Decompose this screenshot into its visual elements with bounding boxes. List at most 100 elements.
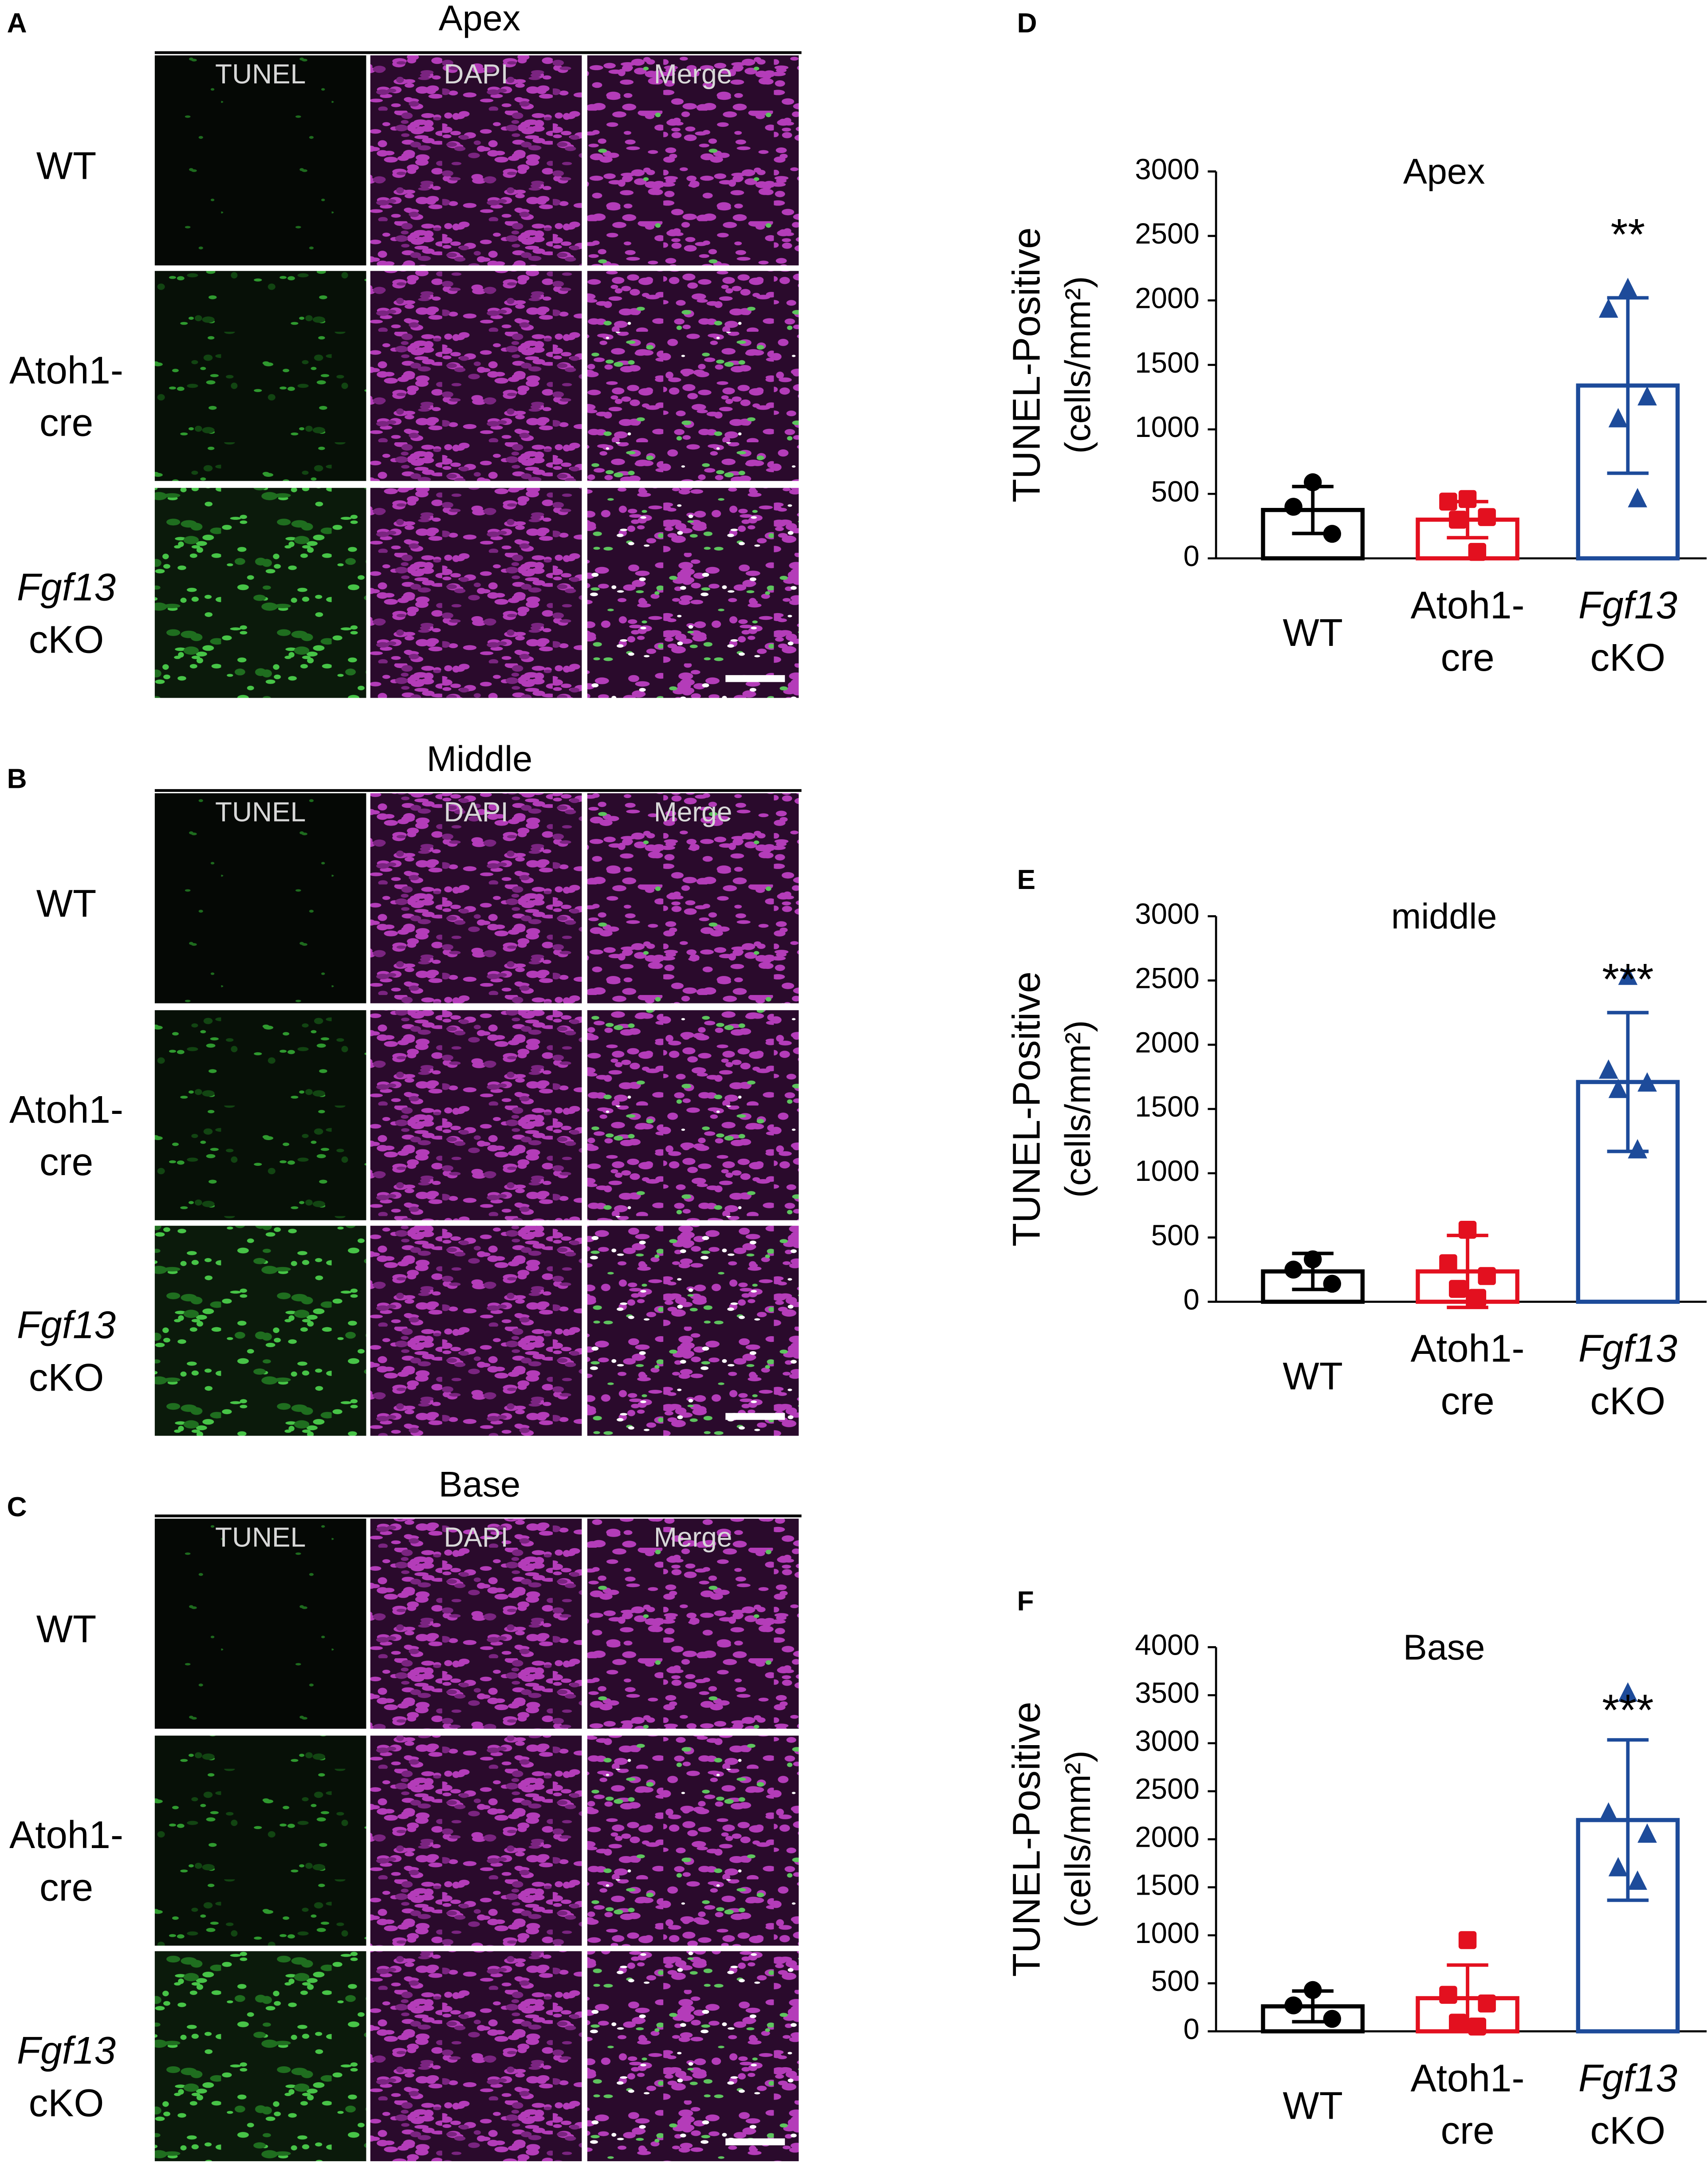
y-tick-label: 1500 bbox=[1135, 346, 1200, 379]
panel-title: Apex bbox=[439, 0, 521, 38]
data-point bbox=[1618, 1682, 1638, 1702]
y-tick-label: 500 bbox=[1151, 1219, 1200, 1251]
y-tick-label: 0 bbox=[1183, 2013, 1199, 2045]
significance: ** bbox=[1611, 210, 1645, 259]
micrograph bbox=[370, 1735, 582, 1946]
significance: *** bbox=[1602, 955, 1653, 1004]
y-axis-label: TUNEL-Positive bbox=[1005, 227, 1048, 502]
column-label: DAPI bbox=[444, 59, 508, 90]
micrograph bbox=[587, 488, 799, 698]
data-point bbox=[1637, 1072, 1657, 1092]
y-tick-label: 1000 bbox=[1135, 411, 1200, 443]
row-label: Atoh1- bbox=[9, 1088, 123, 1131]
y-tick-label: 3000 bbox=[1135, 1725, 1200, 1757]
significance: *** bbox=[1602, 1686, 1653, 1735]
data-point bbox=[1448, 511, 1467, 529]
x-tick-label: Atoh1- bbox=[1411, 2057, 1525, 2100]
data-point bbox=[1637, 386, 1657, 405]
data-point bbox=[1468, 543, 1487, 561]
micrograph bbox=[154, 271, 366, 481]
x-tick-label: cKO bbox=[1590, 1380, 1666, 1423]
row-label: cre bbox=[39, 1866, 93, 1909]
row-label: cre bbox=[39, 401, 93, 444]
y-axis-unit: (cells/mm²) bbox=[1058, 1750, 1098, 1928]
micrograph bbox=[154, 1518, 366, 1729]
panel-letter: C bbox=[7, 1492, 27, 1522]
micrograph bbox=[587, 271, 799, 481]
data-point bbox=[1608, 1857, 1628, 1876]
y-tick-label: 3000 bbox=[1135, 898, 1200, 930]
data-point bbox=[1598, 298, 1618, 318]
micrograph bbox=[370, 271, 582, 481]
error-bar bbox=[1607, 296, 1649, 475]
y-axis-unit: (cells/mm²) bbox=[1058, 1020, 1098, 1198]
chart-title: Apex bbox=[1403, 152, 1485, 192]
y-tick-label: 2000 bbox=[1135, 282, 1200, 315]
data-point bbox=[1598, 1059, 1618, 1079]
micrograph bbox=[587, 1010, 799, 1220]
data-point bbox=[1284, 1260, 1303, 1279]
panel-title: Base bbox=[439, 1464, 521, 1504]
panel-letter: F bbox=[1017, 1586, 1034, 1616]
y-tick-label: 0 bbox=[1183, 1283, 1199, 1316]
x-tick-label: cre bbox=[1440, 2109, 1494, 2152]
data-point bbox=[1628, 1870, 1647, 1890]
y-tick-label: 2500 bbox=[1135, 1773, 1200, 1805]
row-label: Atoh1- bbox=[9, 349, 123, 392]
row-label: cKO bbox=[29, 1356, 104, 1399]
row-label: WT bbox=[36, 1608, 97, 1651]
data-point bbox=[1468, 2018, 1487, 2036]
data-point bbox=[1458, 1931, 1477, 1949]
row-label: Atoh1- bbox=[9, 1813, 123, 1856]
y-tick-label: 500 bbox=[1151, 476, 1200, 508]
row-label: Fgf13 bbox=[17, 566, 116, 609]
x-tick-label: cKO bbox=[1590, 2109, 1666, 2152]
y-axis-label: TUNEL-Positive bbox=[1005, 1702, 1048, 1977]
data-point bbox=[1303, 1981, 1322, 1999]
data-point bbox=[1284, 498, 1303, 516]
micrograph bbox=[587, 1518, 799, 1729]
x-tick-label: Fgf13 bbox=[1578, 1327, 1677, 1370]
data-point bbox=[1618, 278, 1638, 297]
panel-letter: D bbox=[1017, 8, 1037, 39]
micrograph bbox=[587, 1226, 799, 1436]
micrograph bbox=[154, 55, 366, 266]
data-point bbox=[1439, 492, 1457, 511]
micrograph bbox=[370, 793, 582, 1003]
row-label: Fgf13 bbox=[17, 1304, 116, 1347]
data-point bbox=[1448, 1280, 1467, 1298]
column-label: DAPI bbox=[444, 797, 508, 827]
y-tick-label: 2500 bbox=[1135, 962, 1200, 995]
micrograph bbox=[154, 1951, 366, 2161]
data-point bbox=[1608, 408, 1628, 428]
x-tick-label: Fgf13 bbox=[1578, 584, 1677, 627]
x-tick-label: cre bbox=[1440, 636, 1494, 679]
y-tick-label: 2000 bbox=[1135, 1821, 1200, 1853]
micrograph bbox=[370, 488, 582, 698]
y-tick-label: 3000 bbox=[1135, 153, 1200, 185]
micrograph bbox=[154, 793, 366, 1003]
y-tick-label: 1000 bbox=[1135, 1917, 1200, 1949]
column-label: TUNEL bbox=[215, 1522, 306, 1553]
micrograph bbox=[587, 793, 799, 1003]
micrograph bbox=[154, 1226, 366, 1436]
data-point bbox=[1618, 965, 1638, 985]
micrograph bbox=[154, 488, 366, 698]
y-tick-label: 1000 bbox=[1135, 1155, 1200, 1187]
data-point bbox=[1628, 1139, 1647, 1159]
data-point bbox=[1468, 1289, 1487, 1307]
column-label: TUNEL bbox=[215, 797, 306, 827]
micrograph bbox=[587, 1951, 799, 2161]
micrograph bbox=[370, 1518, 582, 1729]
column-label: Merge bbox=[654, 797, 732, 827]
y-tick-label: 2500 bbox=[1135, 217, 1200, 250]
y-tick-label: 1500 bbox=[1135, 1090, 1200, 1123]
row-label: cKO bbox=[29, 618, 104, 661]
data-point bbox=[1478, 1994, 1496, 2013]
data-point bbox=[1284, 1996, 1303, 2014]
panel-letter: B bbox=[7, 764, 27, 794]
micrograph bbox=[370, 1226, 582, 1436]
y-tick-label: 3500 bbox=[1135, 1677, 1200, 1709]
micrograph bbox=[587, 55, 799, 266]
row-label: WT bbox=[36, 882, 97, 925]
